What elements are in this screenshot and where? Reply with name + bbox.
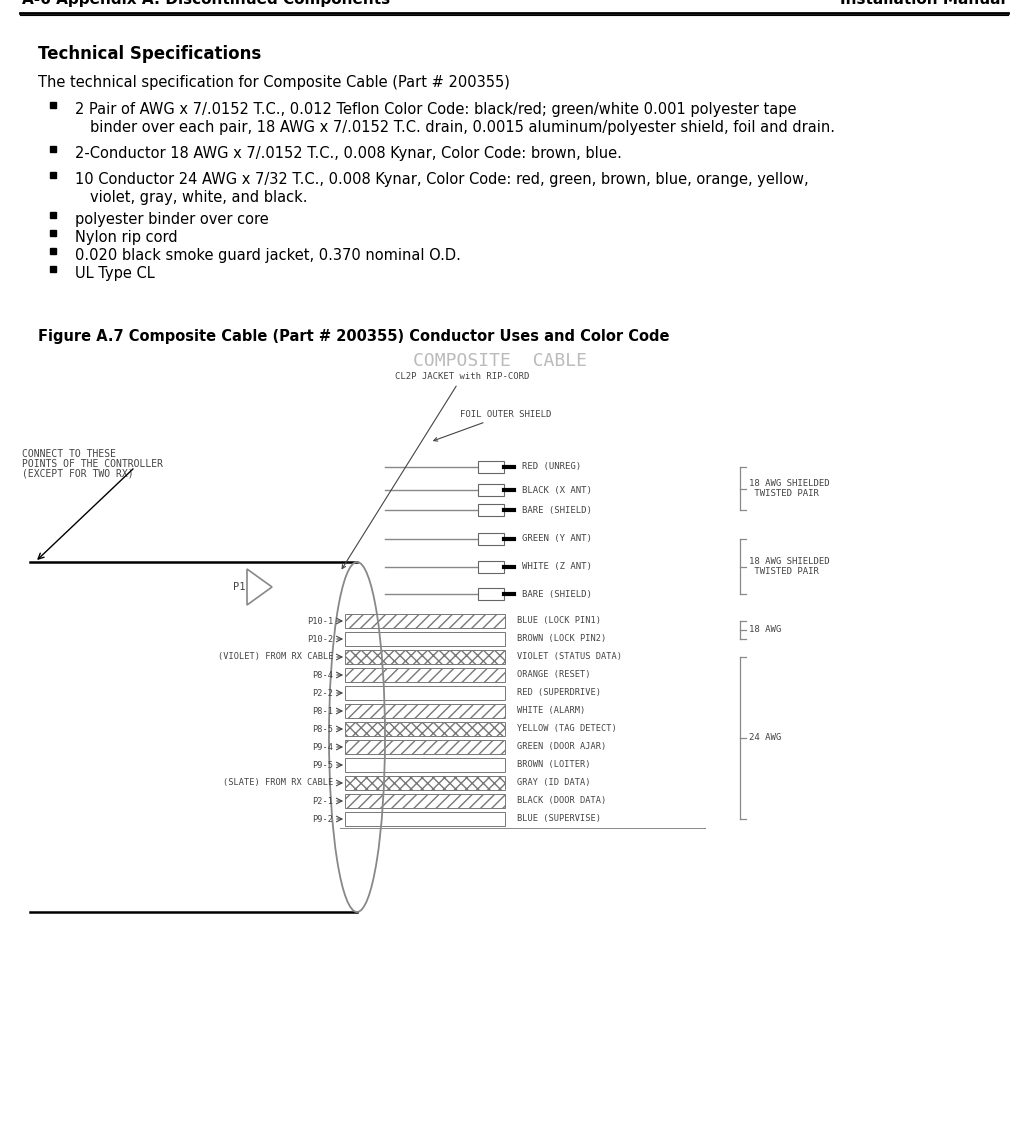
- Text: P9-2: P9-2: [313, 815, 333, 824]
- Text: 18 AWG SHIELDED
 TWISTED PAIR: 18 AWG SHIELDED TWISTED PAIR: [749, 557, 830, 576]
- Text: BARE (SHIELD): BARE (SHIELD): [522, 589, 592, 598]
- Text: GREEN (DOOR AJAR): GREEN (DOOR AJAR): [517, 743, 607, 752]
- Text: 2 Pair of AWG x 7/.0152 T.C., 0.012 Teflon Color Code: black/red; green/white 0.: 2 Pair of AWG x 7/.0152 T.C., 0.012 Tefl…: [75, 103, 797, 117]
- Text: CL2P JACKET with RIP-CORD: CL2P JACKET with RIP-CORD: [342, 372, 529, 569]
- Text: BLACK (DOOR DATA): BLACK (DOOR DATA): [517, 797, 607, 806]
- Bar: [478, 533, 504, 545]
- Bar: [345, 650, 505, 664]
- Text: The technical specification for Composite Cable (Part # 200355): The technical specification for Composit…: [38, 76, 510, 90]
- Text: A-6 Appendix A: Discontinued Components: A-6 Appendix A: Discontinued Components: [22, 0, 390, 7]
- Text: violet, gray, white, and black.: violet, gray, white, and black.: [90, 190, 307, 205]
- Text: 18 AWG: 18 AWG: [749, 625, 781, 635]
- Text: RED (SUPERDRIVE): RED (SUPERDRIVE): [517, 689, 601, 698]
- Text: P9-5: P9-5: [313, 761, 333, 770]
- Text: BLACK (X ANT): BLACK (X ANT): [522, 486, 592, 495]
- Bar: [345, 795, 505, 808]
- Text: 18 AWG SHIELDED
 TWISTED PAIR: 18 AWG SHIELDED TWISTED PAIR: [749, 479, 830, 498]
- Bar: [345, 777, 505, 790]
- Bar: [478, 504, 504, 516]
- Text: P8-1: P8-1: [313, 707, 333, 716]
- Text: RED (UNREG): RED (UNREG): [522, 462, 581, 471]
- Bar: [345, 811, 505, 826]
- Bar: [478, 588, 504, 600]
- Text: (VIOLET) FROM RX CABLE: (VIOLET) FROM RX CABLE: [218, 653, 333, 662]
- Bar: [345, 614, 505, 628]
- Text: 0.020 black smoke guard jacket, 0.370 nominal O.D.: 0.020 black smoke guard jacket, 0.370 no…: [75, 248, 461, 263]
- Text: FOIL OUTER SHIELD: FOIL OUTER SHIELD: [434, 410, 551, 441]
- Bar: [478, 461, 504, 473]
- Text: polyester binder over core: polyester binder over core: [75, 212, 268, 227]
- Text: P10-2: P10-2: [306, 635, 333, 644]
- Bar: [50, 103, 56, 108]
- Text: CONNECT TO THESE: CONNECT TO THESE: [22, 449, 116, 459]
- Bar: [478, 561, 504, 573]
- Text: 2-Conductor 18 AWG x 7/.0152 T.C., 0.008 Kynar, Color Code: brown, blue.: 2-Conductor 18 AWG x 7/.0152 T.C., 0.008…: [75, 147, 622, 161]
- Bar: [50, 248, 56, 254]
- Text: (EXCEPT FOR TWO RX): (EXCEPT FOR TWO RX): [22, 469, 134, 479]
- Text: P8-5: P8-5: [313, 725, 333, 734]
- Bar: [345, 632, 505, 646]
- Text: 24 AWG: 24 AWG: [749, 734, 781, 743]
- Bar: [345, 758, 505, 772]
- Bar: [50, 212, 56, 218]
- Text: BLUE (SUPERVISE): BLUE (SUPERVISE): [517, 815, 601, 824]
- Bar: [50, 172, 56, 178]
- Text: Nylon rip cord: Nylon rip cord: [75, 230, 178, 245]
- Text: POINTS OF THE CONTROLLER: POINTS OF THE CONTROLLER: [22, 459, 163, 469]
- Text: WHITE (Z ANT): WHITE (Z ANT): [522, 562, 592, 571]
- Bar: [345, 686, 505, 700]
- Bar: [345, 668, 505, 682]
- Text: BROWN (LOCK PIN2): BROWN (LOCK PIN2): [517, 635, 607, 644]
- Text: BARE (SHIELD): BARE (SHIELD): [522, 506, 592, 515]
- Text: BROWN (LOITER): BROWN (LOITER): [517, 761, 590, 770]
- Bar: [50, 230, 56, 236]
- Text: VIOLET (STATUS DATA): VIOLET (STATUS DATA): [517, 653, 622, 662]
- Text: (SLATE) FROM RX CABLE: (SLATE) FROM RX CABLE: [223, 779, 333, 788]
- Text: BLUE (LOCK PIN1): BLUE (LOCK PIN1): [517, 616, 601, 625]
- Bar: [50, 266, 56, 272]
- Text: P2-2: P2-2: [313, 689, 333, 698]
- Bar: [345, 740, 505, 754]
- Bar: [345, 722, 505, 736]
- Text: 10 Conductor 24 AWG x 7/32 T.C., 0.008 Kynar, Color Code: red, green, brown, blu: 10 Conductor 24 AWG x 7/32 T.C., 0.008 K…: [75, 172, 809, 187]
- Text: P10-1: P10-1: [306, 616, 333, 625]
- Text: Figure A.7 Composite Cable (Part # 200355) Conductor Uses and Color Code: Figure A.7 Composite Cable (Part # 20035…: [38, 329, 669, 344]
- Bar: [50, 147, 56, 152]
- Text: UL Type CL: UL Type CL: [75, 266, 155, 281]
- Text: binder over each pair, 18 AWG x 7/.0152 T.C. drain, 0.0015 aluminum/polyester sh: binder over each pair, 18 AWG x 7/.0152 …: [90, 119, 835, 135]
- Bar: [345, 704, 505, 718]
- Text: P1: P1: [232, 582, 245, 592]
- Text: Technical Specifications: Technical Specifications: [38, 45, 261, 63]
- Text: P2-1: P2-1: [313, 797, 333, 806]
- Text: GREEN (Y ANT): GREEN (Y ANT): [522, 534, 592, 543]
- Text: Installation Manual: Installation Manual: [840, 0, 1006, 7]
- Text: WHITE (ALARM): WHITE (ALARM): [517, 707, 585, 716]
- Text: COMPOSITE  CABLE: COMPOSITE CABLE: [413, 352, 587, 370]
- Bar: [478, 483, 504, 496]
- Text: P9-4: P9-4: [313, 743, 333, 752]
- Text: ORANGE (RESET): ORANGE (RESET): [517, 671, 590, 680]
- Text: GRAY (ID DATA): GRAY (ID DATA): [517, 779, 590, 788]
- Text: P8-4: P8-4: [313, 671, 333, 680]
- Text: YELLOW (TAG DETECT): YELLOW (TAG DETECT): [517, 725, 617, 734]
